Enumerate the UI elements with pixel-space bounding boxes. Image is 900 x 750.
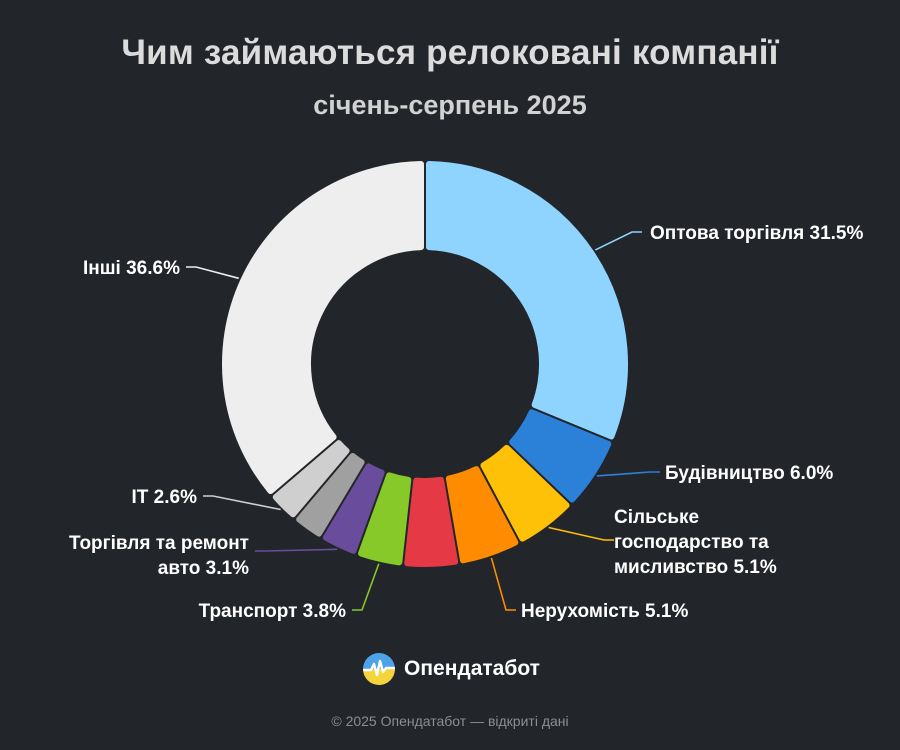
leader-line-нерухомість	[490, 557, 516, 611]
slice-label-будівництво: Будівництво 6.0%	[665, 463, 833, 484]
leader-line-it	[203, 495, 281, 511]
opendatabot-logo-icon	[363, 653, 395, 685]
slice-нерухомість	[445, 466, 519, 564]
slice-segment-4	[404, 476, 459, 567]
leader-line-інші	[186, 266, 239, 280]
slice-segment-7	[296, 452, 365, 537]
slice-сільське-господарство-та-мисливство	[480, 444, 570, 542]
slice-label-транспорт: Транспорт 3.8%	[199, 601, 347, 622]
leader-line-сільське-господарство-та-мисливство	[548, 526, 614, 541]
slice-label-it: IT 2.6%	[132, 487, 198, 508]
slice-транспорт	[358, 472, 412, 566]
chart-subtitle: січень-серпень 2025	[313, 90, 587, 120]
slice-it	[272, 440, 350, 518]
slice-оптова-торгівля	[425, 161, 628, 440]
leader-line-оптова-торгівля	[594, 231, 642, 251]
slice-label-інші: Інші 36.6%	[83, 258, 180, 279]
chart-title: Чим займаються релоковані компанії	[121, 33, 779, 72]
leader-line-транспорт	[352, 563, 380, 611]
slice-label-оптова-торгівля: Оптова торгівля 31.5%	[650, 223, 863, 244]
slice-торгівля-та-ремонт-авто	[322, 463, 385, 554]
slice-label-торгівля-та-ремонт-авто: Торгівля та ремонт авто 3.1%	[69, 533, 249, 579]
slice-label-сільське-господарство-та-мисливство: Сільське господарство та мисливство 5.1%	[614, 507, 777, 578]
brand-name: Опендатабот	[404, 657, 540, 680]
slice-label-нерухомість: Нерухомість 5.1%	[521, 601, 688, 622]
slice-інші	[222, 161, 425, 495]
leader-line-торгівля-та-ремонт-авто	[255, 548, 338, 552]
slice-будівництво	[509, 409, 612, 503]
leader-line-будівництво	[596, 471, 660, 477]
footer-copyright: © 2025 Опендатабот — відкриті дані	[331, 713, 569, 729]
brand: Опендатабот	[362, 652, 540, 686]
